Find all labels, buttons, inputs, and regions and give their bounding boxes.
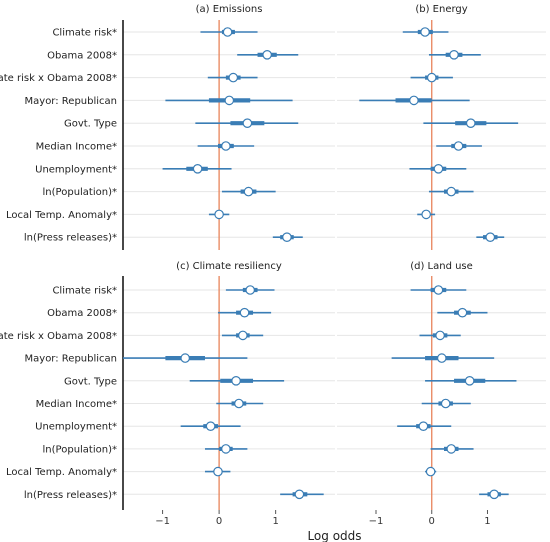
variable-label: Obama 2008* bbox=[47, 308, 117, 319]
variable-label: ln(Press releases)* bbox=[24, 490, 117, 501]
point-estimate bbox=[433, 285, 444, 295]
point-estimate bbox=[435, 330, 445, 341]
variable-label: Climate risk* bbox=[52, 286, 117, 297]
point-estimate bbox=[262, 49, 272, 60]
point-estimate bbox=[465, 118, 476, 128]
x-axis-label: Log odds bbox=[307, 529, 361, 542]
point-estimate bbox=[489, 489, 499, 500]
point-estimate bbox=[213, 466, 223, 477]
point-estimate bbox=[457, 307, 468, 318]
point-estimate bbox=[214, 209, 224, 220]
point-estimate bbox=[234, 398, 244, 409]
point-estimate bbox=[221, 141, 231, 151]
point-estimate bbox=[485, 232, 496, 242]
point-estimate bbox=[243, 186, 254, 197]
variable-label: Mayor: Republican bbox=[25, 96, 117, 107]
variable-label: Climate risk x Obama 2008* bbox=[0, 73, 117, 84]
point-estimate bbox=[425, 466, 436, 477]
panel-title-b-energy: (b) Energy bbox=[415, 4, 467, 15]
variable-label: Unemployment* bbox=[35, 164, 117, 175]
point-estimate bbox=[282, 232, 292, 242]
variable-label: Mayor: Republican bbox=[25, 354, 117, 365]
variable-label: Climate risk* bbox=[52, 28, 117, 39]
variable-label: Median Income* bbox=[36, 399, 117, 410]
point-estimate bbox=[238, 330, 248, 341]
point-estimate bbox=[205, 421, 216, 431]
point-estimate bbox=[440, 398, 451, 409]
point-estimate bbox=[245, 285, 255, 295]
point-estimate bbox=[433, 164, 444, 174]
point-estimate bbox=[192, 164, 203, 174]
point-estimate bbox=[453, 141, 464, 151]
variable-label: Govt. Type bbox=[64, 119, 117, 130]
panel-title-c-climate-resiliency: (c) Climate resiliency bbox=[176, 261, 282, 272]
x-tick-label: 1 bbox=[272, 516, 278, 527]
variable-label: ln(Population)* bbox=[43, 444, 117, 455]
variable-label: Median Income* bbox=[36, 142, 117, 153]
variable-label: Obama 2008* bbox=[47, 50, 117, 61]
x-tick-label: −1 bbox=[369, 516, 384, 527]
point-estimate bbox=[294, 489, 305, 500]
variable-label: Govt. Type bbox=[64, 376, 117, 387]
point-estimate bbox=[420, 27, 430, 37]
point-estimate bbox=[228, 72, 239, 83]
panel-title-a-emissions: (a) Emissions bbox=[196, 4, 263, 15]
x-tick-label: 0 bbox=[216, 516, 222, 527]
point-estimate bbox=[231, 375, 241, 386]
point-estimate bbox=[224, 95, 235, 106]
point-estimate bbox=[464, 375, 475, 386]
point-estimate bbox=[242, 118, 253, 128]
point-estimate bbox=[239, 307, 250, 318]
point-estimate bbox=[418, 421, 429, 431]
point-estimate bbox=[221, 444, 231, 454]
variable-label: Unemployment* bbox=[35, 422, 117, 433]
point-estimate bbox=[446, 186, 457, 197]
variable-label: ln(Press releases)* bbox=[24, 233, 117, 244]
x-tick-label: −1 bbox=[155, 516, 170, 527]
variable-label: Local Temp. Anomaly* bbox=[6, 210, 117, 221]
point-estimate bbox=[421, 209, 431, 220]
x-tick-label: 0 bbox=[429, 516, 435, 527]
variable-label: ln(Population)* bbox=[43, 187, 117, 198]
point-estimate bbox=[436, 353, 447, 363]
point-estimate bbox=[222, 27, 233, 37]
panel-title-d-land-use: (d) Land use bbox=[410, 261, 473, 272]
point-estimate bbox=[446, 444, 457, 454]
point-estimate bbox=[180, 353, 190, 363]
variable-label: Local Temp. Anomaly* bbox=[6, 467, 117, 478]
point-estimate bbox=[426, 72, 437, 83]
variable-label: Climate risk x Obama 2008* bbox=[0, 331, 117, 342]
x-tick-label: 1 bbox=[484, 516, 490, 527]
point-estimate bbox=[449, 49, 459, 60]
point-estimate bbox=[409, 95, 419, 106]
